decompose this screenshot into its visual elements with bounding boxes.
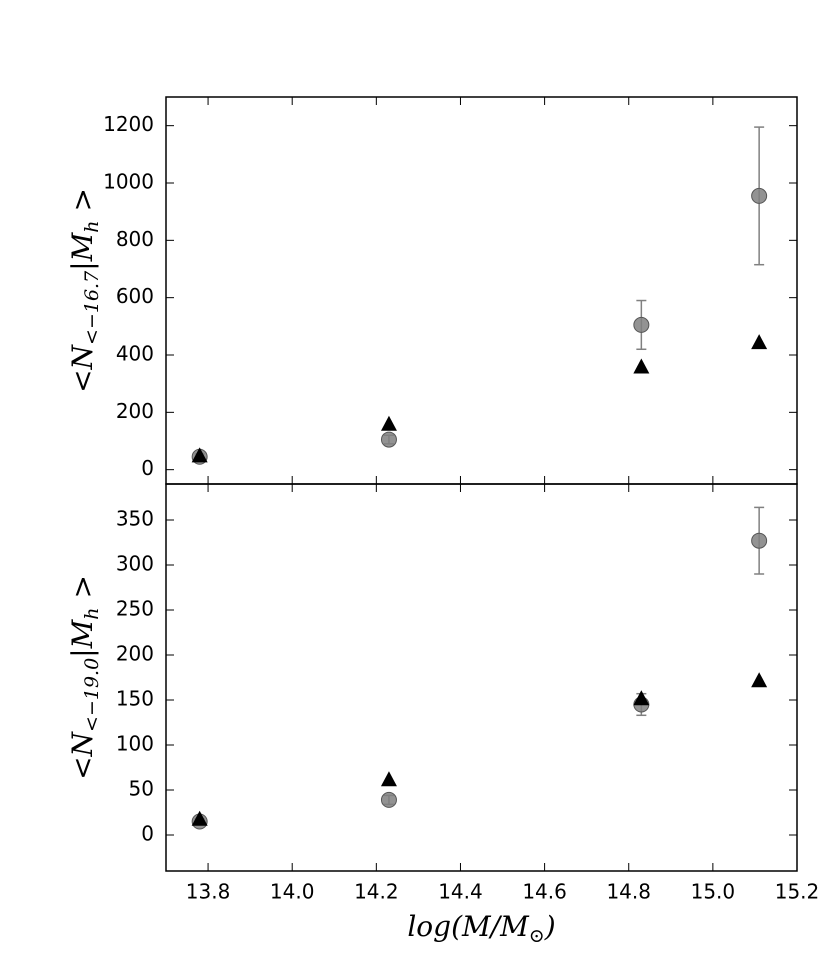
y-tick-label: 800 xyxy=(116,227,154,251)
label-part: <N xyxy=(66,730,99,779)
plot-frame xyxy=(165,96,798,485)
y-tick-label: 1200 xyxy=(103,112,154,136)
label-part: |M xyxy=(66,618,99,657)
y-tick-label: 300 xyxy=(116,552,154,576)
point xyxy=(751,334,768,350)
x-tick-label: 14.6 xyxy=(522,880,567,904)
point xyxy=(380,771,397,787)
x-tick-label: 14.0 xyxy=(270,880,315,904)
y-tick-label: 0 xyxy=(141,822,154,846)
y-tick-label: 0 xyxy=(141,456,154,480)
plot-frame xyxy=(165,483,798,872)
point xyxy=(633,316,650,333)
point xyxy=(380,415,397,431)
label-part: > xyxy=(66,575,99,607)
y-tick-label: 400 xyxy=(116,342,154,366)
y-tick-label: 1000 xyxy=(103,170,154,194)
point xyxy=(380,431,397,448)
point xyxy=(191,810,208,826)
y-tick-label: 600 xyxy=(116,284,154,308)
x-tick-label: 13.8 xyxy=(186,880,231,904)
point xyxy=(751,672,768,688)
y-axis-label: <N<−19.0|Mh > xyxy=(66,575,103,780)
label-subscript: ⊙ xyxy=(529,925,545,947)
label-part: > xyxy=(66,188,99,220)
label-subscript: h xyxy=(81,607,103,619)
label-part: <N xyxy=(66,343,99,392)
label-subscript: h xyxy=(81,220,103,232)
point xyxy=(380,791,397,808)
point xyxy=(751,187,768,204)
point xyxy=(633,358,650,374)
point xyxy=(191,447,208,463)
label-part: |M xyxy=(66,231,99,270)
y-tick-label: 200 xyxy=(116,399,154,423)
y-tick-label: 200 xyxy=(116,642,154,666)
x-tick-label: 14.2 xyxy=(354,880,399,904)
x-axis-label: log(M/M⊙) xyxy=(407,910,555,947)
y-tick-label: 350 xyxy=(116,507,154,531)
label-subscript: <−19.0 xyxy=(81,658,103,732)
y-tick-label: 250 xyxy=(116,597,154,621)
x-tick-label: 14.8 xyxy=(606,880,651,904)
label-part: ) xyxy=(544,910,556,943)
x-tick-label: 15.0 xyxy=(691,880,736,904)
y-axis-label: <N<−16.7|Mh > xyxy=(66,188,103,393)
y-tick-label: 100 xyxy=(116,732,154,756)
y-tick-label: 150 xyxy=(116,687,154,711)
point xyxy=(633,690,650,706)
label-subscript: <−16.7 xyxy=(81,270,103,345)
x-tick-label: 15.2 xyxy=(775,880,820,904)
y-tick-label: 50 xyxy=(129,777,154,801)
label-part: log(M/M xyxy=(407,910,530,943)
x-tick-label: 14.4 xyxy=(438,880,483,904)
point xyxy=(751,532,768,549)
